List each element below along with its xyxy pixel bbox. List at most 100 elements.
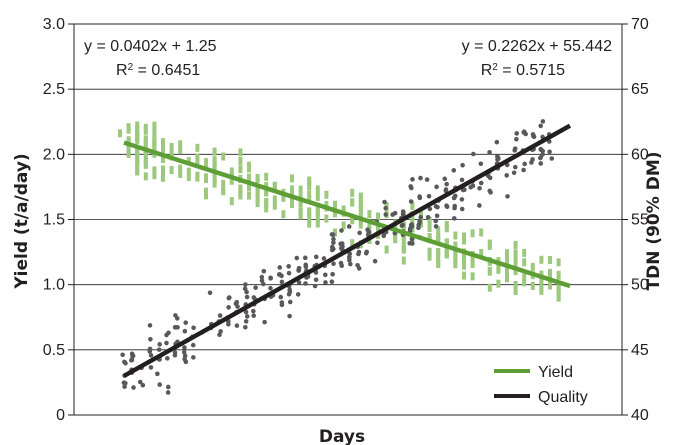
- quality-point: [251, 313, 257, 318]
- quality-point: [244, 289, 249, 295]
- quality-point: [137, 379, 143, 385]
- quality-point: [487, 150, 492, 155]
- quality-point: [427, 206, 433, 212]
- quality-point: [165, 390, 171, 395]
- yield-point: [290, 185, 294, 194]
- yield-point: [118, 129, 122, 138]
- yield-point: [427, 223, 432, 232]
- yield-point: [135, 167, 140, 176]
- y2-axis-title: TDN (90% DM): [644, 151, 664, 290]
- quality-point: [375, 240, 380, 246]
- yield-point: [505, 274, 509, 283]
- yield-point: [281, 210, 286, 219]
- right-tick-label: 45: [631, 342, 649, 359]
- yield-point: [436, 226, 441, 235]
- yield-point: [195, 172, 200, 181]
- yield-point: [221, 179, 226, 188]
- quality-equation-text: y = 0.2262x + 55.442: [462, 38, 612, 55]
- yield-point: [315, 185, 320, 194]
- quality-point: [470, 183, 476, 189]
- yield-point: [229, 176, 234, 185]
- yield-point: [367, 210, 372, 219]
- quality-point: [383, 212, 389, 217]
- quality-point: [262, 319, 267, 325]
- yield-point: [505, 265, 509, 274]
- quality-point: [424, 177, 430, 182]
- quality-point: [538, 123, 543, 129]
- quality-point: [131, 385, 136, 390]
- yield-point: [307, 219, 312, 228]
- quality-point: [157, 342, 162, 347]
- yield-point: [444, 220, 449, 229]
- yield-point: [247, 173, 251, 182]
- yield-point: [401, 235, 406, 244]
- quality-point: [521, 167, 526, 173]
- yield-point: [324, 190, 329, 199]
- quality-point: [226, 321, 231, 327]
- yield-point: [470, 229, 475, 238]
- quality-point: [207, 290, 213, 296]
- yield-point: [135, 147, 140, 156]
- quality-point: [182, 345, 187, 350]
- yield-point: [135, 121, 140, 130]
- yield-point: [238, 148, 243, 157]
- quality-point: [122, 359, 127, 365]
- yield-point: [135, 127, 140, 136]
- trend-lines: [122, 123, 572, 378]
- quality-point: [538, 161, 544, 166]
- yield-point: [556, 258, 561, 267]
- quality-point: [331, 261, 336, 266]
- yield-point: [229, 167, 234, 176]
- yield-point: [487, 266, 492, 275]
- left-tick-label: 2.0: [43, 146, 65, 163]
- yield-point: [393, 235, 398, 244]
- yield-point: [315, 213, 320, 222]
- right-tick-label: 55: [631, 212, 649, 229]
- yield-point: [307, 209, 312, 218]
- yield-point: [169, 166, 174, 175]
- quality-point: [433, 224, 439, 229]
- yield-point: [307, 178, 312, 187]
- yield-point: [212, 158, 217, 167]
- yield-point: [143, 126, 148, 135]
- quality-point: [172, 350, 178, 355]
- quality-point: [268, 276, 273, 281]
- quality-point: [253, 285, 258, 290]
- quality-point: [514, 131, 520, 136]
- yield-point: [229, 197, 234, 206]
- yield-trend-line: [123, 140, 571, 289]
- yield-point: [178, 169, 183, 178]
- quality-point: [452, 193, 458, 199]
- quality-point: [217, 313, 223, 318]
- quality-point: [331, 240, 336, 245]
- yield-point: [212, 147, 217, 156]
- quality-point: [243, 324, 248, 330]
- quality-point: [471, 151, 476, 157]
- quality-point: [392, 210, 398, 216]
- quality-point: [400, 211, 406, 217]
- quality-point: [417, 220, 422, 226]
- quality-point: [496, 156, 501, 161]
- yield-point: [505, 249, 509, 258]
- yield-point: [161, 148, 165, 157]
- yield-point: [178, 145, 183, 154]
- quality-point: [296, 280, 302, 285]
- quality-point: [512, 164, 518, 170]
- yield-point: [556, 282, 561, 291]
- yield-point: [169, 143, 174, 152]
- quality-equation: y = 0.2262x + 55.442 R2 = 0.5715: [462, 38, 612, 79]
- left-tick-label: 0: [56, 407, 65, 424]
- yield-point: [238, 184, 243, 193]
- quality-point: [155, 371, 160, 377]
- yield-point: [238, 156, 243, 165]
- yield-point: [401, 242, 406, 251]
- yield-point: [513, 249, 518, 258]
- quality-point: [547, 149, 552, 155]
- yield-point: [143, 156, 148, 165]
- quality-point: [444, 204, 450, 210]
- quality-point: [244, 314, 250, 319]
- quality-point: [130, 354, 135, 359]
- yield-point: [315, 219, 320, 228]
- quality-point: [459, 177, 465, 183]
- quality-point: [261, 268, 267, 274]
